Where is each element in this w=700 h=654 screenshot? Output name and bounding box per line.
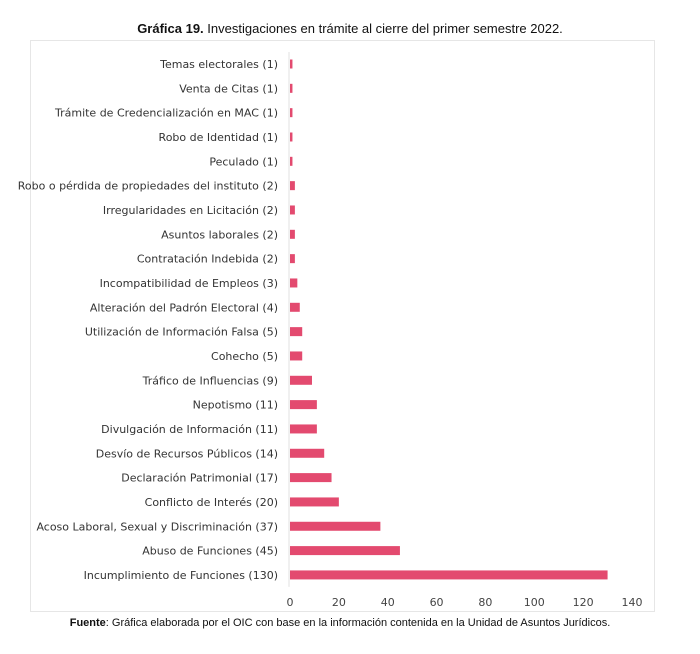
bar bbox=[290, 497, 339, 507]
category-label: Temas electorales (1) bbox=[159, 58, 278, 71]
bar bbox=[290, 424, 317, 434]
category-label: Incumplimiento de Funciones (130) bbox=[84, 569, 278, 582]
category-label: Alteración del Padrón Electoral (4) bbox=[90, 301, 278, 314]
category-label: Contratación Indebida (2) bbox=[137, 253, 278, 266]
category-label: Declaración Patrimonial (17) bbox=[121, 472, 278, 485]
bar bbox=[290, 205, 295, 215]
chart-frame bbox=[30, 40, 655, 612]
bar bbox=[290, 156, 293, 166]
bar bbox=[290, 473, 332, 483]
x-tick-label: 120 bbox=[573, 596, 594, 609]
category-label: Trámite de Credencialización en MAC (1) bbox=[54, 107, 278, 120]
category-label: Utilización de Información Falsa (5) bbox=[85, 326, 278, 339]
bar bbox=[290, 83, 293, 93]
bar bbox=[290, 254, 295, 264]
category-label: Cohecho (5) bbox=[211, 350, 278, 363]
category-label: Asuntos laborales (2) bbox=[161, 228, 278, 241]
title-label: Gráfica 19. bbox=[137, 21, 204, 36]
category-label: Conflicto de Interés (20) bbox=[145, 496, 278, 509]
x-tick-label: 100 bbox=[524, 596, 545, 609]
bar bbox=[290, 229, 295, 239]
bar bbox=[290, 448, 325, 458]
bar bbox=[290, 278, 298, 288]
category-label: Robo de Identidad (1) bbox=[159, 131, 278, 144]
bar bbox=[290, 59, 293, 69]
category-label: Irregularidades en Licitación (2) bbox=[103, 204, 278, 217]
bar bbox=[290, 375, 312, 385]
x-tick-label: 80 bbox=[478, 596, 492, 609]
x-tick-label: 140 bbox=[622, 596, 643, 609]
bar bbox=[290, 327, 303, 337]
category-label: Venta de Citas (1) bbox=[179, 82, 278, 95]
category-label: Divulgación de Información (11) bbox=[101, 423, 278, 436]
source-label: Fuente bbox=[69, 617, 106, 629]
bar bbox=[290, 108, 293, 118]
source-text: : Gráfica elaborada por el OIC con base … bbox=[105, 617, 611, 629]
bar bbox=[290, 546, 400, 556]
category-label: Tráfico de Influencias (9) bbox=[142, 374, 278, 387]
x-tick-label: 0 bbox=[287, 596, 294, 609]
category-label: Robo o pérdida de propiedades del instit… bbox=[18, 180, 278, 193]
x-tick-label: 40 bbox=[381, 596, 395, 609]
category-label: Incompatibilidad de Empleos (3) bbox=[100, 277, 278, 290]
category-label: Abuso de Funciones (45) bbox=[142, 545, 278, 558]
category-label: Acoso Laboral, Sexual y Discriminación (… bbox=[36, 520, 278, 533]
bar bbox=[290, 132, 293, 142]
bar bbox=[290, 521, 381, 531]
category-label: Desvío de Recursos Públicos (14) bbox=[96, 447, 278, 460]
chart-title: Gráfica 19. Investigaciones en trámite a… bbox=[0, 21, 700, 36]
bar bbox=[290, 400, 317, 410]
category-label: Peculado (1) bbox=[209, 155, 278, 168]
title-text: Investigaciones en trámite al cierre del… bbox=[203, 21, 563, 36]
x-tick-label: 20 bbox=[332, 596, 346, 609]
bar bbox=[290, 302, 300, 312]
bar bbox=[290, 181, 295, 191]
bar bbox=[290, 351, 303, 361]
source-note: Fuente: Gráfica elaborada por el OIC con… bbox=[60, 616, 620, 630]
x-tick-label: 60 bbox=[430, 596, 444, 609]
bar bbox=[290, 570, 608, 580]
category-label: Nepotismo (11) bbox=[193, 399, 278, 412]
